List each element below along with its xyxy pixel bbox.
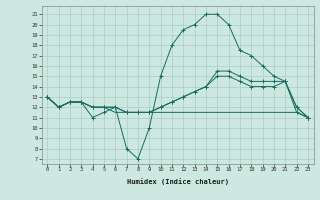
X-axis label: Humidex (Indice chaleur): Humidex (Indice chaleur) (127, 178, 228, 185)
